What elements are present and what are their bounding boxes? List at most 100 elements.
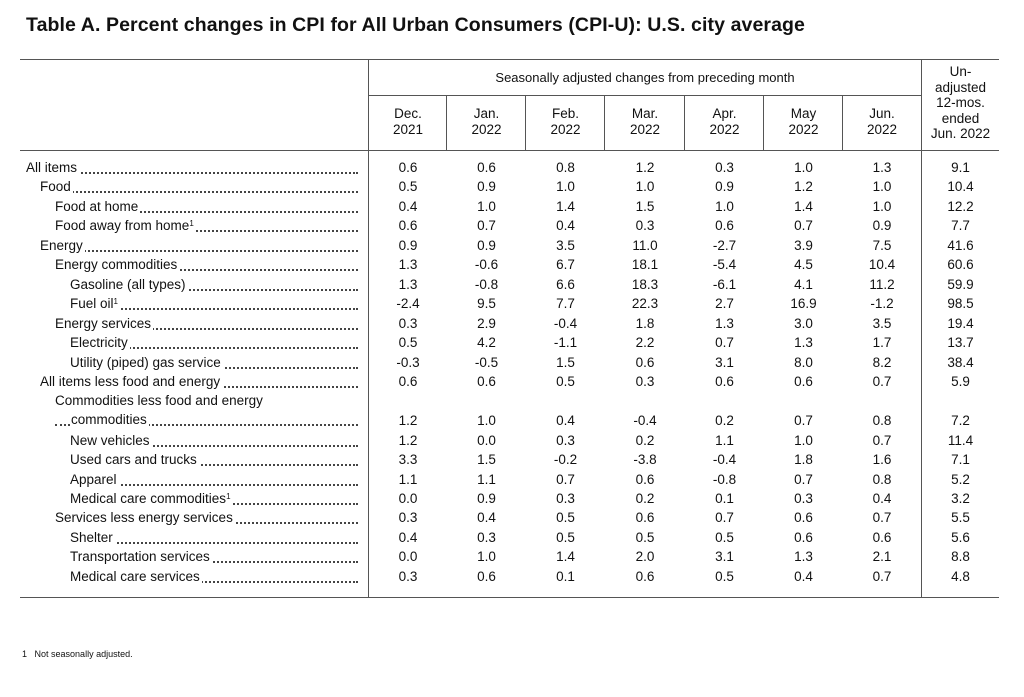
footnote-text: Not seasonally adjusted. (34, 649, 133, 659)
cell-unadjusted: 11.4 (947, 432, 974, 448)
cell-unadjusted: 5.9 (951, 373, 970, 389)
cell-value: 0.9 (715, 179, 734, 195)
leader-dots (70, 541, 358, 544)
table-row: New vehicles 1.2 0.0 0.3 0.2 1.1 1.0 0.7 11.4 (0, 431, 1024, 450)
cell-value: 3.1 (715, 354, 734, 370)
cell-value: 0.9 (477, 179, 496, 195)
row-label-text: New vehicles (70, 432, 150, 448)
cell-value: 0.6 (398, 218, 418, 234)
unadjusted-header-line: ended (941, 110, 980, 126)
cell-value: 1.0 (477, 198, 496, 214)
cell-value: 0.8 (872, 471, 892, 487)
cell-value: 1.3 (398, 276, 418, 292)
cell-value: 1.3 (398, 257, 418, 273)
table-row: Apparel 1.1 1.1 0.7 0.6 -0.8 0.7 0.8 5.2 (0, 470, 1024, 489)
cell-value: 4.2 (477, 335, 496, 351)
cell-unadjusted: 10.4 (947, 179, 974, 195)
row-label: Services less energy services (0, 508, 362, 527)
table-row: Energy services 0.3 2.9 -0.4 1.8 1.3 3.0 3.5 19.… (0, 314, 1024, 333)
unadjusted-header-line: Jun. 2022 (930, 126, 991, 141)
cell-value: -0.6 (474, 257, 499, 273)
unadjusted-divider (921, 59, 922, 597)
cell-value: 0.1 (715, 490, 734, 506)
cell-value: 0.6 (477, 160, 496, 175)
row-label-text: Food (40, 179, 71, 195)
cell-value: 0.7 (715, 510, 734, 526)
cell-value: 0.7 (794, 471, 813, 487)
leader-dots (70, 560, 358, 564)
cell-value: 0.6 (872, 529, 892, 545)
cell-value: -0.4 (553, 315, 578, 331)
column-header: Jun. 2022 (843, 106, 921, 138)
table-row: All items less food and energy 0.6 0.6 0.5 0… (0, 372, 1024, 391)
cell-value: 3.1 (715, 549, 734, 565)
column-header-month: Apr. (712, 106, 737, 121)
cell-value: 2.9 (477, 315, 496, 331)
column-header: Feb. 2022 (526, 106, 605, 138)
cell-value: 0.5 (398, 179, 418, 195)
cell-value: 1.5 (635, 198, 655, 214)
cell-value: 0.0 (398, 490, 418, 506)
column-divider (684, 95, 685, 150)
cell-value: 4.5 (794, 257, 813, 273)
cell-value: 0.2 (715, 412, 734, 428)
leader-dots (70, 288, 358, 291)
row-label-text: All items (26, 160, 78, 175)
cell-value: 1.5 (556, 354, 575, 370)
row-label: Utility (piped) gas service (0, 353, 362, 372)
cell-value: -0.4 (712, 452, 737, 468)
column-header-year: 2021 (392, 122, 424, 137)
cell-value: 2.0 (635, 549, 655, 565)
cell-value: 0.6 (398, 373, 418, 389)
cell-unadjusted: 7.7 (951, 218, 970, 234)
cell-unadjusted: 8.8 (951, 549, 970, 565)
table-row: Commodities less food and energy commodit… (0, 391, 1024, 430)
leader-dots (70, 580, 358, 583)
cell-value: 0.3 (398, 315, 418, 331)
cell-value: -0.8 (474, 276, 499, 292)
table-row: Medical care services 0.3 0.6 0.1 0.6 0.5 0.4 0… (0, 567, 1024, 586)
column-header-month: Feb. (551, 106, 579, 121)
row-label: Shelter (0, 528, 362, 547)
table-row: Fuel oil1 -2.4 9.5 7.7 22.3 2.7 16.9 -1.2 98.5 (0, 294, 1024, 313)
table-row: Energy 0.9 0.9 3.5 11.0 -2.7 3.9 7.5 41.6 (0, 236, 1024, 255)
cell-value: -0.8 (712, 471, 737, 487)
row-label-text: Shelter (70, 529, 113, 545)
row-label-text: Services less energy services (55, 510, 233, 526)
cell-value: 0.7 (872, 568, 892, 584)
table-row: Gasoline (all types) 1.3 -0.8 6.6 18.3 -6.1 4.… (0, 275, 1024, 294)
cell-value: 1.8 (635, 315, 655, 331)
row-label-text: Transportation services (70, 549, 210, 565)
cell-value: 0.6 (635, 354, 655, 370)
row-label: Electricity (0, 333, 362, 352)
cell-value: 0.7 (715, 335, 734, 351)
cell-value: 1.3 (872, 160, 892, 175)
cell-value: -1.2 (870, 296, 894, 312)
row-label-text: Used cars and trucks (70, 452, 197, 468)
row-label: Fuel oil1 (0, 294, 362, 313)
row-label: Food (0, 177, 362, 196)
row-label: Transportation services (0, 547, 362, 566)
cell-value: 0.5 (556, 510, 575, 526)
cell-unadjusted: 5.2 (951, 471, 970, 487)
cell-value: 1.0 (715, 198, 734, 214)
row-label-text: Food away from home (55, 218, 190, 234)
cell-value: 1.1 (477, 471, 496, 487)
cell-value: 1.0 (556, 179, 575, 195)
cell-value: 18.3 (631, 276, 659, 292)
cell-value: -6.1 (712, 276, 737, 292)
leader-dots (55, 423, 358, 427)
cell-value: 11.2 (869, 276, 895, 292)
row-label-text: Electricity (70, 335, 128, 351)
cell-value: 0.7 (477, 218, 496, 234)
row-label-text: Medical care services (70, 568, 200, 584)
row-label-text: Medical care commodities (70, 490, 227, 506)
cell-value: -5.4 (712, 257, 737, 273)
cell-value: 0.4 (872, 490, 892, 506)
cell-value: -0.4 (633, 412, 657, 428)
row-label: Used cars and trucks (0, 450, 362, 469)
cell-value: 6.6 (556, 276, 575, 292)
cell-value: 0.3 (556, 490, 575, 506)
leader-dots (70, 444, 358, 447)
cell-value: 0.0 (477, 432, 496, 448)
